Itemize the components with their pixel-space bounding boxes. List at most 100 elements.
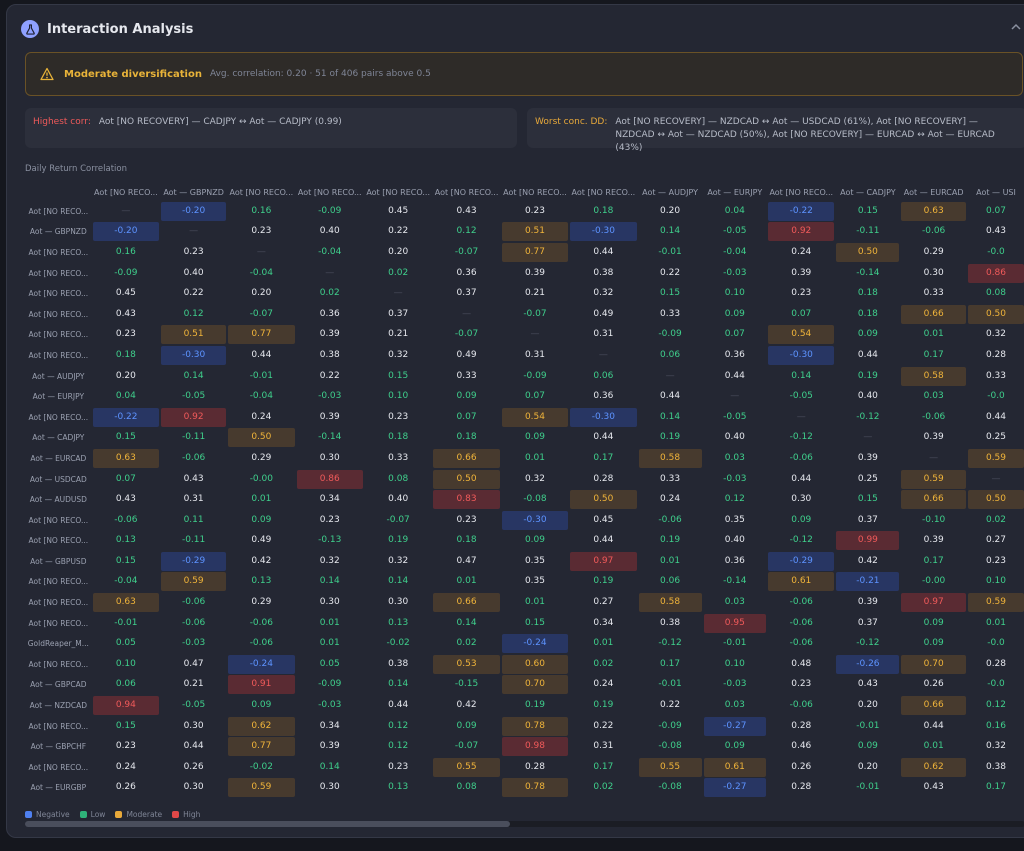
correlation-cell[interactable]: 0.19	[364, 531, 432, 552]
correlation-cell[interactable]: 0.70	[900, 654, 967, 675]
correlation-cell[interactable]: 0.10	[364, 386, 432, 407]
correlation-cell[interactable]: 0.86	[967, 263, 1024, 284]
correlation-cell[interactable]: 0.20	[638, 201, 703, 222]
correlation-cell[interactable]: 0.17	[900, 345, 967, 366]
correlation-cell[interactable]: -0.03	[296, 695, 364, 716]
correlation-cell[interactable]: —	[364, 283, 432, 304]
correlation-cell[interactable]: -0.14	[703, 572, 768, 593]
correlation-cell[interactable]: 0.44	[967, 407, 1024, 428]
correlation-cell[interactable]: -0.06	[92, 510, 160, 531]
correlation-cell[interactable]: 0.99	[835, 531, 900, 552]
correlation-cell[interactable]: -0.11	[160, 428, 227, 449]
correlation-cell[interactable]: 0.01	[967, 613, 1024, 634]
correlation-cell[interactable]: -0.27	[703, 716, 768, 737]
correlation-cell[interactable]: —	[160, 222, 227, 243]
correlation-cell[interactable]: 0.06	[92, 675, 160, 696]
correlation-cell[interactable]: 0.01	[900, 736, 967, 757]
correlation-cell[interactable]: 0.34	[569, 613, 637, 634]
correlation-cell[interactable]: 0.50	[227, 428, 295, 449]
correlation-cell[interactable]: -0.29	[767, 551, 835, 572]
correlation-cell[interactable]: 0.43	[432, 201, 500, 222]
correlation-cell[interactable]: 0.01	[227, 489, 295, 510]
correlation-cell[interactable]: 0.55	[432, 757, 500, 778]
correlation-cell[interactable]: 0.44	[703, 366, 768, 387]
correlation-cell[interactable]: 0.15	[92, 428, 160, 449]
correlation-cell[interactable]: -0.09	[296, 675, 364, 696]
correlation-cell[interactable]: 0.44	[900, 716, 967, 737]
correlation-cell[interactable]: 0.31	[569, 325, 637, 346]
collapse-chevron-up-icon[interactable]	[1009, 19, 1023, 33]
correlation-cell[interactable]: 0.37	[835, 510, 900, 531]
correlation-cell[interactable]: 0.04	[92, 386, 160, 407]
correlation-cell[interactable]: 0.11	[160, 510, 227, 531]
correlation-cell[interactable]: 0.23	[432, 510, 500, 531]
correlation-cell[interactable]: 0.59	[967, 448, 1024, 469]
correlation-cell[interactable]: -0.03	[703, 263, 768, 284]
correlation-cell[interactable]: 0.05	[296, 654, 364, 675]
correlation-cell[interactable]: -0.22	[767, 201, 835, 222]
correlation-cell[interactable]: -0.06	[767, 613, 835, 634]
correlation-cell[interactable]: -0.06	[227, 613, 295, 634]
correlation-cell[interactable]: 0.32	[569, 283, 637, 304]
correlation-cell[interactable]: 0.45	[92, 283, 160, 304]
correlation-cell[interactable]: -0.12	[835, 407, 900, 428]
correlation-cell[interactable]: -0.05	[160, 695, 227, 716]
correlation-cell[interactable]: 0.37	[835, 613, 900, 634]
correlation-cell[interactable]: -0.14	[835, 263, 900, 284]
correlation-cell[interactable]: 0.62	[900, 757, 967, 778]
correlation-cell[interactable]: -0.30	[160, 345, 227, 366]
correlation-cell[interactable]: 0.02	[569, 778, 637, 799]
correlation-cell[interactable]: 0.37	[432, 283, 500, 304]
correlation-cell[interactable]: 0.36	[703, 551, 768, 572]
correlation-cell[interactable]: 0.02	[967, 510, 1024, 531]
correlation-cell[interactable]: 0.24	[92, 757, 160, 778]
correlation-cell[interactable]: 0.45	[364, 201, 432, 222]
correlation-cell[interactable]: 0.15	[835, 201, 900, 222]
correlation-cell[interactable]: 0.14	[638, 222, 703, 243]
correlation-cell[interactable]: 0.23	[227, 222, 295, 243]
correlation-cell[interactable]: 0.23	[967, 551, 1024, 572]
correlation-cell[interactable]: -0.24	[501, 633, 569, 654]
correlation-cell[interactable]: 0.15	[92, 551, 160, 572]
correlation-cell[interactable]: -0.06	[900, 222, 967, 243]
correlation-cell[interactable]: 0.44	[569, 242, 637, 263]
correlation-cell[interactable]: 0.49	[569, 304, 637, 325]
correlation-cell[interactable]: 0.21	[364, 325, 432, 346]
correlation-cell[interactable]: 0.55	[638, 757, 703, 778]
correlation-cell[interactable]: 0.26	[160, 757, 227, 778]
correlation-cell[interactable]: 0.01	[296, 633, 364, 654]
correlation-cell[interactable]: 0.13	[92, 531, 160, 552]
correlation-cell[interactable]: 0.23	[767, 283, 835, 304]
correlation-cell[interactable]: 0.01	[432, 572, 500, 593]
correlation-cell[interactable]: 0.16	[227, 201, 295, 222]
correlation-cell[interactable]: 0.15	[638, 283, 703, 304]
correlation-cell[interactable]: 0.39	[296, 736, 364, 757]
correlation-cell[interactable]: 0.43	[92, 489, 160, 510]
correlation-cell[interactable]: -0.05	[703, 222, 768, 243]
correlation-cell[interactable]: 0.16	[92, 242, 160, 263]
correlation-cell[interactable]: 0.22	[638, 263, 703, 284]
correlation-cell[interactable]: 0.94	[92, 695, 160, 716]
correlation-cell[interactable]: 0.23	[364, 757, 432, 778]
correlation-cell[interactable]: 0.32	[967, 736, 1024, 757]
correlation-cell[interactable]: —	[703, 386, 768, 407]
correlation-cell[interactable]: 0.32	[364, 551, 432, 572]
correlation-cell[interactable]: -0.29	[160, 551, 227, 572]
correlation-cell[interactable]: 0.35	[703, 510, 768, 531]
correlation-cell[interactable]: 0.61	[767, 572, 835, 593]
correlation-cell[interactable]: 0.31	[569, 736, 637, 757]
correlation-cell[interactable]: -0.12	[835, 633, 900, 654]
correlation-cell[interactable]: -0.22	[92, 407, 160, 428]
correlation-cell[interactable]: 0.58	[638, 448, 703, 469]
correlation-cell[interactable]: 0.33	[900, 283, 967, 304]
correlation-cell[interactable]: 0.09	[835, 325, 900, 346]
correlation-cell[interactable]: -0.09	[296, 201, 364, 222]
correlation-cell[interactable]: 0.13	[364, 613, 432, 634]
correlation-cell[interactable]: 0.32	[501, 469, 569, 490]
correlation-cell[interactable]: 0.50	[432, 469, 500, 490]
correlation-cell[interactable]: -0.07	[432, 242, 500, 263]
correlation-cell[interactable]: 0.39	[900, 428, 967, 449]
correlation-cell[interactable]: —	[900, 448, 967, 469]
correlation-cell[interactable]: 0.40	[835, 386, 900, 407]
correlation-cell[interactable]: 0.16	[967, 716, 1024, 737]
